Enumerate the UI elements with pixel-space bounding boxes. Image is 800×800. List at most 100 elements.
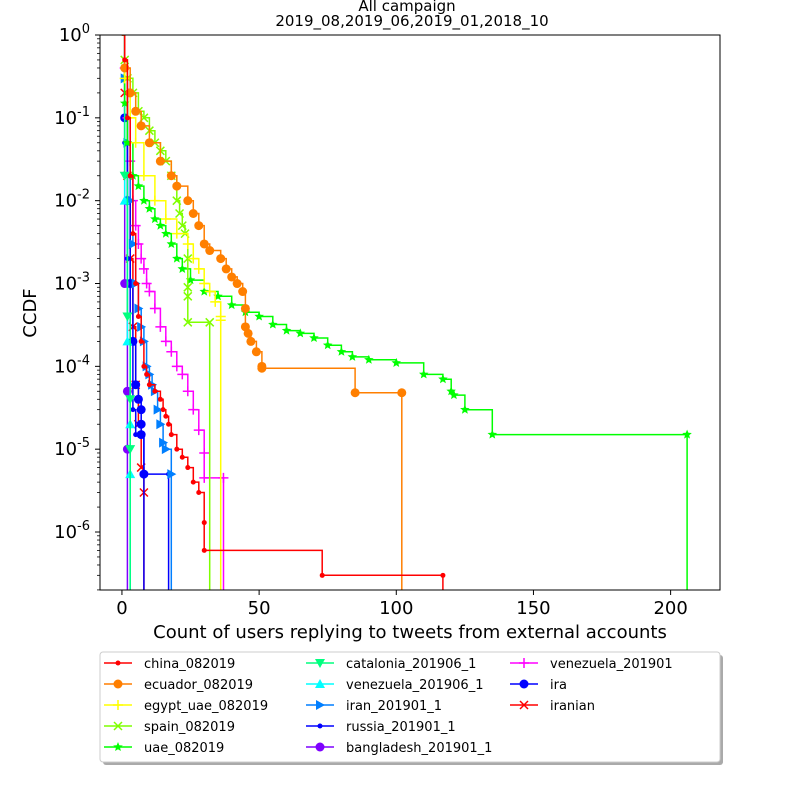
- data-point-ecuador_082019: [166, 171, 176, 181]
- legend-label: egypt_uae_082019: [144, 699, 268, 714]
- legend: china_082019 ecuador_082019 egypt_uae_0820…: [99, 651, 723, 765]
- legend-label: catalonia_201906_1: [346, 657, 476, 672]
- legend-item-iran_201901_1: iran_201901_1: [306, 699, 442, 714]
- data-point-venezuela_201901: [144, 286, 155, 297]
- data-point-egypt_uae_082019: [193, 263, 204, 274]
- data-point-egypt_uae_082019: [199, 278, 210, 289]
- data-point-ecuador_082019: [350, 388, 360, 398]
- data-point-uae_082019: [144, 203, 155, 213]
- data-point-venezuela_201901: [182, 386, 193, 397]
- data-point-china_082019: [179, 454, 185, 460]
- legend-marker: [519, 700, 529, 710]
- data-point-ecuador_082019: [144, 138, 154, 148]
- data-point-china_082019: [201, 520, 207, 526]
- legend-item-spain_082019: spain_082019: [104, 720, 235, 735]
- y-tick-label: 10-5: [54, 436, 90, 460]
- x-axis-label: Count of users replying to tweets from e…: [153, 622, 667, 643]
- legend-item-catalonia_201906_1: catalonia_201906_1: [306, 657, 476, 672]
- data-point-iran_201901_1: [128, 238, 138, 249]
- data-point-ecuador_082019: [194, 221, 204, 231]
- legend-item-uae_082019: uae_082019: [104, 741, 224, 756]
- data-point-ecuador_082019: [131, 106, 141, 116]
- legend-marker: [113, 679, 123, 689]
- data-point-venezuela_201901: [155, 321, 166, 332]
- legend-marker: [317, 723, 323, 729]
- data-point-venezuela_201901: [171, 361, 182, 372]
- data-point-china_082019: [174, 446, 180, 452]
- data-point-egypt_uae_082019: [210, 296, 221, 307]
- data-point-ecuador_082019: [243, 328, 253, 338]
- data-point-russia_201901_1: [133, 432, 139, 438]
- legend-marker: [113, 700, 123, 710]
- data-point-uae_082019: [347, 351, 358, 361]
- data-point-ecuador_082019: [397, 388, 407, 398]
- data-point-ecuador_082019: [257, 363, 267, 373]
- data-point-venezuela_201901: [149, 303, 160, 314]
- data-point-uae_082019: [133, 181, 144, 191]
- data-point-ecuador_082019: [227, 272, 237, 282]
- data-point-ecuador_082019: [155, 156, 165, 166]
- data-point-china_082019: [157, 396, 163, 402]
- data-point-catalonia_201906_1: [125, 445, 136, 455]
- data-point-uae_082019: [150, 214, 160, 224]
- legend-label: iranian: [550, 699, 595, 714]
- data-point-venezuela_201901: [199, 472, 210, 483]
- data-point-uae_082019: [122, 137, 133, 147]
- legend-item-iranian: iranian: [510, 699, 595, 714]
- data-point-ecuador_082019: [136, 121, 146, 131]
- data-point-spain_082019: [177, 221, 187, 231]
- data-point-china_082019: [122, 57, 128, 63]
- data-point-uae_082019: [391, 357, 401, 367]
- legend-label: ira: [550, 678, 567, 693]
- data-point-spain_082019: [183, 282, 193, 292]
- data-point-uae_082019: [682, 429, 692, 439]
- series-china_082019: [121, 35, 446, 590]
- x-axis: 0 50 100 150 200: [116, 590, 688, 619]
- data-point-china_082019: [163, 413, 169, 419]
- plot-frame: [99, 34, 721, 591]
- data-point-egypt_uae_082019: [188, 253, 199, 264]
- data-point-uae_082019: [226, 300, 237, 310]
- y-tick-label: 10-6: [54, 519, 90, 543]
- data-point-china_082019: [160, 407, 166, 413]
- y-tick-label: 10-2: [54, 188, 90, 212]
- data-point-ecuador_082019: [251, 347, 261, 357]
- data-point-china_082019: [152, 388, 158, 394]
- legend-label: venezuela_201901: [550, 657, 673, 672]
- data-point-venezuela_201901: [177, 369, 188, 380]
- series-line-egypt_uae_082019: [121, 35, 222, 590]
- data-point-venezuela_201901: [136, 253, 147, 264]
- data-point-uae_082019: [281, 325, 292, 335]
- x-tick-label: 0: [116, 598, 127, 619]
- series-egypt_uae_082019: [119, 35, 226, 590]
- data-point-china_082019: [319, 572, 325, 578]
- data-point-ecuador_082019: [199, 239, 209, 249]
- data-point-catalonia_201906_1: [125, 395, 136, 405]
- data-point-ecuador_082019: [172, 181, 182, 191]
- data-point-ecuador_082019: [238, 287, 248, 297]
- data-point-iran_201901_1: [167, 469, 177, 480]
- data-point-ecuador_082019: [183, 196, 193, 206]
- data-point-china_082019: [138, 338, 144, 344]
- data-point-uae_082019: [172, 253, 182, 263]
- data-point-ecuador_082019: [221, 264, 231, 274]
- data-point-venezuela_201901: [193, 425, 204, 436]
- data-point-egypt_uae_082019: [160, 214, 171, 225]
- series-uae_082019: [119, 35, 692, 590]
- data-point-spain_082019: [175, 208, 185, 219]
- data-point-uae_082019: [487, 429, 498, 439]
- data-point-ecuador_082019: [232, 279, 242, 289]
- data-point-uae_082019: [199, 286, 209, 296]
- legend-label: iran_201901_1: [346, 699, 442, 714]
- data-point-iran_201901_1: [156, 419, 166, 430]
- data-point-iran_201901_1: [161, 444, 171, 455]
- legend-label: venezuela_201906_1: [346, 678, 483, 693]
- data-point-uae_082019: [139, 195, 149, 205]
- data-point-uae_082019: [155, 220, 166, 230]
- data-point-ira: [133, 394, 143, 404]
- legend-marker: [315, 742, 325, 752]
- data-point-china_082019: [146, 382, 152, 388]
- data-point-uae_082019: [161, 228, 171, 238]
- data-point-china_082019: [168, 432, 174, 438]
- data-point-uae_082019: [419, 369, 429, 379]
